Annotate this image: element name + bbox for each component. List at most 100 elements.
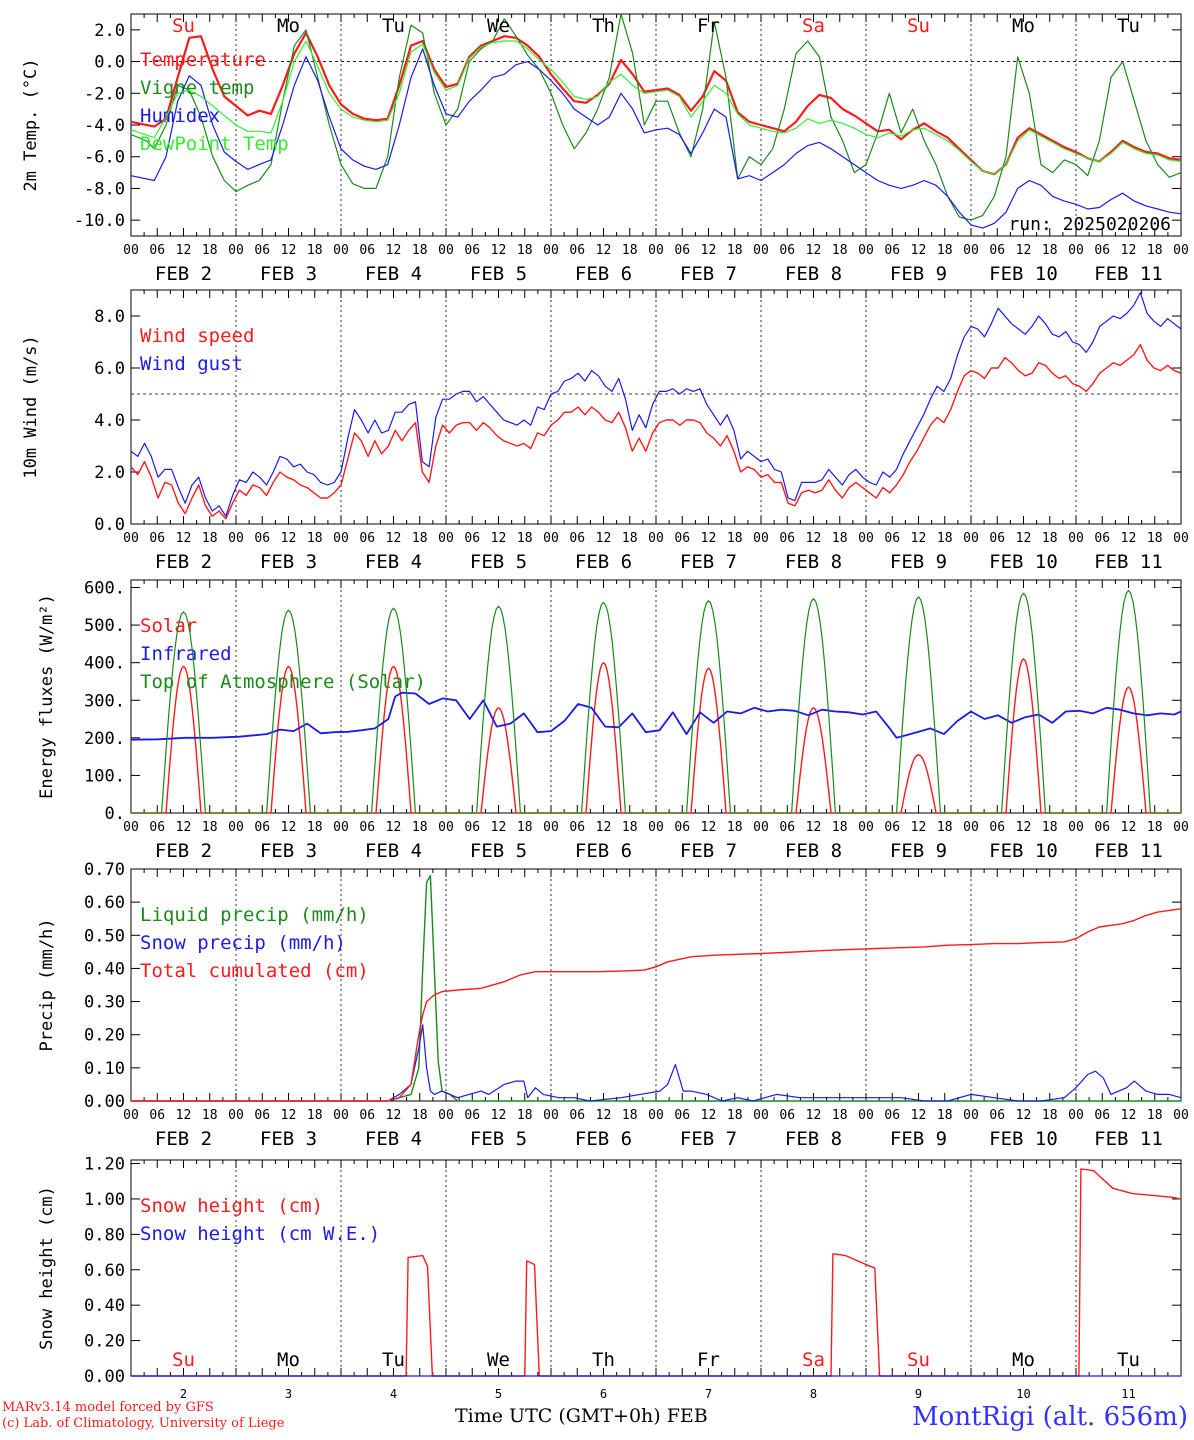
series-line-precip-1 (131, 1024, 1182, 1102)
hour-tick-label: 12 (596, 820, 612, 835)
hour-tick-label: 18 (622, 1108, 638, 1123)
hour-tick-label: 18 (832, 820, 848, 835)
series-line-wind-1 (130, 292, 1182, 517)
hour-tick-label: 00 (648, 243, 664, 258)
hour-tick-label: 12 (806, 820, 822, 835)
y-tick-label: 0.70 (84, 860, 125, 880)
hour-tick-label: 18 (307, 531, 323, 546)
hour-tick-label: 12 (386, 243, 402, 258)
hour-tick-label: 12 (911, 1108, 927, 1123)
date-label: FEB 4 (365, 551, 422, 573)
hour-tick-label: 00 (543, 1108, 559, 1123)
y-tick-label: 500. (84, 616, 125, 636)
time-axis-label: Time UTC (GMT+0h) FEB (455, 1405, 708, 1427)
legend-entry: Top of Atmosphere (Solar) (140, 671, 426, 693)
y-tick-label: -8.0 (84, 179, 125, 199)
weekday-label: We (487, 1349, 510, 1371)
hour-tick-label: 06 (149, 820, 165, 835)
hour-tick-label: 12 (176, 531, 192, 546)
weekday-label: We (487, 15, 510, 37)
y-tick-label: 1.00 (84, 1190, 125, 1210)
hour-tick-label: 06 (884, 243, 900, 258)
hour-tick-label: 18 (517, 1108, 533, 1123)
meteogram: 2.0 0.0 -2.0 -4.0 -6.0 -8.0 -10.0 2m Temp. (°C)… (21, 13, 1189, 1401)
y-tick-label: 1.20 (84, 1155, 125, 1175)
hour-tick-label: 12 (596, 243, 612, 258)
hour-tick-label: 06 (884, 820, 900, 835)
y-axis-label: Snow height (cm) (37, 1186, 57, 1350)
hour-tick-label: 12 (386, 1108, 402, 1123)
day-number-label: 2 (180, 1387, 187, 1401)
weekday-label: Mo (1012, 15, 1035, 37)
model-credit: MARv3.14 model forced by GFS (c) Lab. of… (2, 1400, 284, 1432)
weekday-label: Mo (1012, 1349, 1035, 1371)
hour-tick-label: 18 (202, 1108, 218, 1123)
legend-entry: Snow height (cm) (140, 1195, 323, 1217)
hour-tick-label: 06 (1094, 1108, 1110, 1123)
y-tick-label: 0.0 (94, 515, 125, 535)
y-tick-label: 400. (84, 654, 125, 674)
date-label: FEB 2 (155, 551, 212, 573)
y-tick-label: 0.60 (84, 1261, 125, 1281)
date-label: FEB 9 (890, 551, 947, 573)
y-tick-label: 600. (84, 579, 125, 599)
hour-tick-label: 00 (648, 531, 664, 546)
hour-tick-label: 18 (202, 820, 218, 835)
hour-tick-label: 18 (832, 1108, 848, 1123)
hour-tick-label: 00 (1068, 531, 1084, 546)
weekday-label: Sa (802, 1349, 825, 1371)
y-axis-label: Energy fluxes (W/m²) (37, 594, 57, 799)
hour-tick-label: 12 (1016, 1108, 1032, 1123)
weekday-label: Su (907, 15, 930, 37)
y-tick-label: 0.0 (94, 53, 125, 73)
hour-tick-label: 06 (569, 1108, 585, 1123)
weekday-label: Th (592, 1349, 615, 1371)
hour-tick-label: 06 (359, 531, 375, 546)
date-label: FEB 2 (155, 263, 212, 285)
date-label: FEB 9 (890, 263, 947, 285)
hour-tick-label: 12 (176, 243, 192, 258)
weekday-label: Sa (802, 15, 825, 37)
date-label: FEB 5 (470, 263, 527, 285)
hour-tick-label: 00 (1173, 531, 1189, 546)
hour-tick-label: 06 (1094, 243, 1110, 258)
series-line-wind-0 (130, 343, 1182, 520)
hour-tick-label: 00 (123, 531, 139, 546)
hour-tick-label: 00 (333, 820, 349, 835)
hour-tick-label: 18 (1042, 243, 1058, 258)
y-tick-label: 8.0 (94, 307, 125, 327)
day-number-label: 4 (390, 1387, 397, 1401)
hour-tick-label: 18 (832, 531, 848, 546)
weekday-label: Mo (277, 1349, 300, 1371)
date-label: FEB 11 (1094, 840, 1163, 862)
hour-tick-label: 00 (438, 531, 454, 546)
hour-tick-label: 18 (1147, 243, 1163, 258)
hour-tick-label: 06 (1094, 820, 1110, 835)
hour-tick-label: 12 (281, 243, 297, 258)
hour-tick-label: 18 (412, 243, 428, 258)
y-tick-label: 0.20 (84, 1332, 125, 1352)
legend-entry: Wind gust (140, 353, 243, 375)
weekday-label: Fr (697, 15, 720, 37)
series-line-temp-1 (130, 13, 1182, 221)
series-line-snow-0 (131, 1168, 1182, 1377)
hour-tick-label: 00 (753, 1108, 769, 1123)
hour-tick-label: 18 (937, 1108, 953, 1123)
hour-tick-label: 00 (858, 531, 874, 546)
series-line-energy-2 (131, 589, 1181, 814)
hour-tick-label: 06 (779, 1108, 795, 1123)
date-label: FEB 9 (890, 840, 947, 862)
weekday-label: Tu (382, 1349, 405, 1371)
y-tick-label: 0.00 (84, 1367, 125, 1387)
date-label: FEB 11 (1094, 551, 1163, 573)
hour-tick-label: 18 (622, 820, 638, 835)
hour-tick-label: 06 (254, 243, 270, 258)
hour-tick-label: 06 (674, 243, 690, 258)
hour-tick-label: 00 (858, 820, 874, 835)
hour-tick-label: 18 (517, 243, 533, 258)
hour-tick-label: 18 (307, 1108, 323, 1123)
y-tick-label: 0. (105, 804, 125, 824)
day-number-label: 8 (810, 1387, 817, 1401)
day-number-label: 6 (600, 1387, 607, 1401)
hour-tick-label: 06 (254, 1108, 270, 1123)
